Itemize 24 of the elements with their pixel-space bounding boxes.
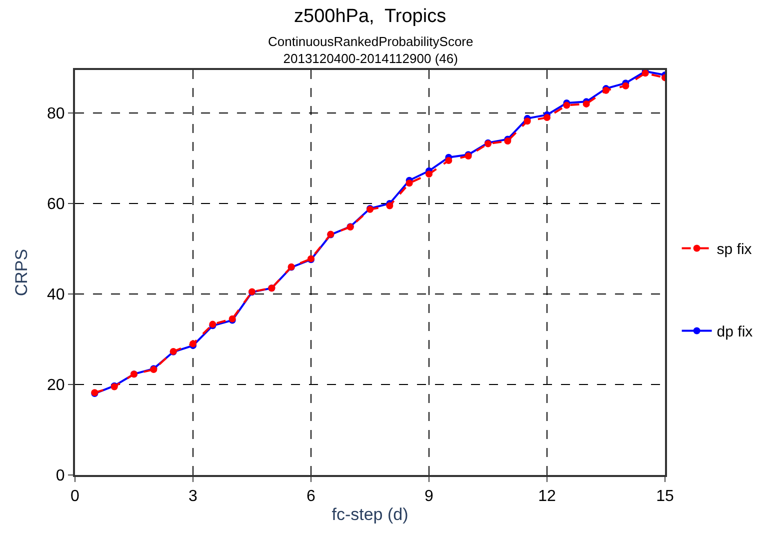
x-tick-label: 12 [538, 488, 556, 506]
point [622, 82, 630, 90]
x-tick-label: 6 [306, 488, 316, 506]
x-tick-label: 3 [188, 488, 198, 506]
y-tick-label: 60 [47, 196, 65, 214]
x-tick-label: 9 [424, 488, 434, 506]
chart-subtitle: ContinuousRankedProbabilityScore 2013120400-2014112900 (46) [268, 34, 474, 66]
y-tick-label: 0 [56, 468, 65, 485]
point [524, 118, 531, 125]
y-tick-label: 40 [47, 286, 65, 304]
x-tick-label: 0 [70, 488, 80, 506]
y-tick-label: 80 [47, 106, 65, 123]
x-tick-label: 15 [656, 488, 674, 506]
y-tick-label: 20 [47, 377, 65, 394]
point [386, 202, 394, 210]
legend-label: sp fix [716, 241, 752, 258]
point [445, 157, 452, 164]
point [406, 180, 413, 187]
point [544, 114, 550, 122]
y-axis-title: CRPS [12, 248, 32, 296]
x-axis-title: fc-step (d) [332, 505, 408, 524]
chart-title: z500hPa, Tropics [294, 6, 446, 27]
legend-label: dp fix [716, 324, 754, 341]
point [426, 170, 432, 178]
